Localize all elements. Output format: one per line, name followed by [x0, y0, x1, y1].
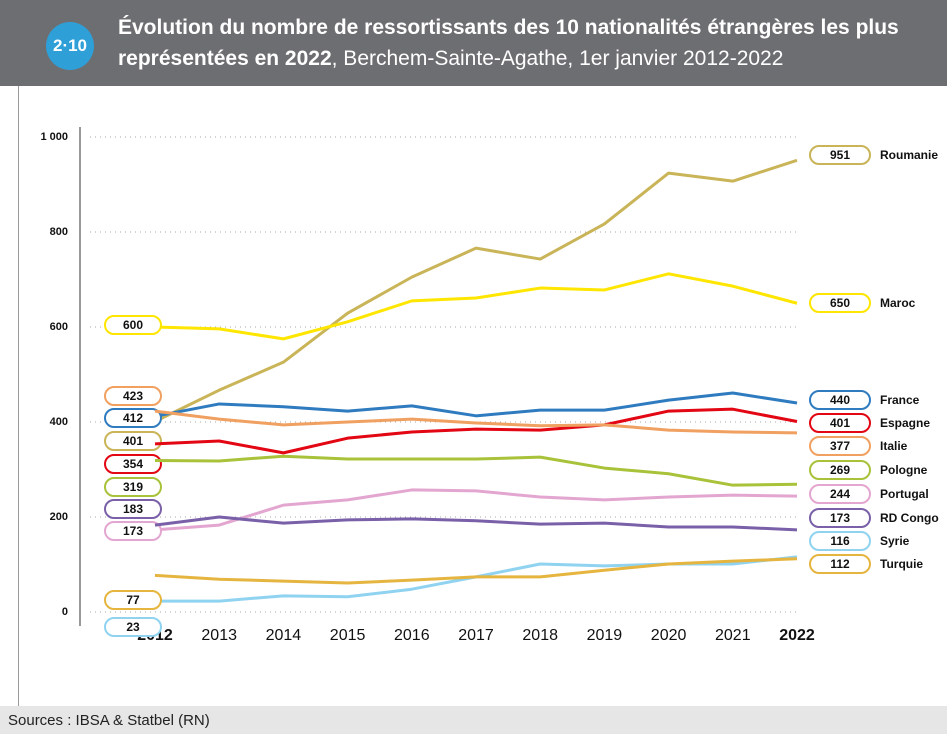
start-label-box	[104, 431, 162, 451]
start-label-box	[104, 499, 162, 519]
series-line	[154, 454, 798, 487]
end-label-box	[809, 436, 871, 456]
footer: Sources : IBSA & Statbel (RN)	[0, 706, 947, 734]
x-tick-label: 2021	[715, 627, 751, 644]
x-tick-label: 2018	[522, 627, 558, 644]
end-label: 951	[830, 148, 850, 162]
start-label-box	[104, 315, 162, 335]
start-label: 354	[123, 457, 143, 471]
title-bold: Évolution du nombre de ressortissants de…	[118, 16, 899, 70]
series-line	[154, 391, 798, 418]
start-label: 412	[123, 411, 143, 425]
series-line	[154, 557, 798, 585]
x-tick-label: 2019	[587, 627, 623, 644]
chart-title: Évolution du nombre de ressortissants de…	[118, 12, 933, 74]
legend-label: Turquie	[880, 557, 923, 571]
end-label: 269	[830, 463, 850, 477]
start-label: 173	[123, 524, 143, 538]
end-label: 244	[830, 487, 850, 501]
x-tick-label: 2022	[779, 627, 815, 644]
start-label-box	[104, 617, 162, 637]
end-label-box	[809, 460, 871, 480]
end-label: 650	[830, 296, 850, 310]
subtitle: , Berchem-Sainte-Agathe, 1er janvier 201…	[331, 47, 784, 70]
legend-label: Roumanie	[880, 148, 938, 162]
series-line	[154, 515, 798, 532]
legend-label: Italie	[880, 439, 908, 453]
x-tick-label: 2017	[458, 627, 494, 644]
end-label-box	[809, 390, 871, 410]
end-label: 440	[830, 393, 850, 407]
series-line	[154, 409, 798, 435]
end-label-box	[809, 531, 871, 551]
start-label-box	[104, 521, 162, 541]
end-label: 112	[830, 557, 850, 571]
start-label-box	[104, 408, 162, 428]
end-label-box	[809, 145, 871, 165]
y-tick-label: 200	[50, 511, 68, 523]
end-label-box	[809, 508, 871, 528]
start-label: 319	[123, 480, 143, 494]
y-tick-label: 1 000	[40, 131, 68, 143]
x-tick-label: 2020	[651, 627, 687, 644]
x-tick-label: 2014	[266, 627, 302, 644]
start-label: 401	[123, 434, 143, 448]
start-label: 23	[126, 620, 140, 634]
series-line	[154, 158, 798, 423]
legend-label: Maroc	[880, 296, 916, 310]
start-label-box	[104, 386, 162, 406]
legend-label: Portugal	[880, 487, 929, 501]
start-label: 77	[126, 593, 140, 607]
series-line	[154, 488, 798, 532]
legend-label: RD Congo	[880, 511, 939, 525]
end-label: 173	[830, 511, 850, 525]
legend-label: Syrie	[880, 534, 910, 548]
start-label: 183	[123, 502, 143, 516]
legend-label: Pologne	[880, 463, 928, 477]
end-label-box	[809, 484, 871, 504]
end-label: 377	[830, 439, 850, 453]
y-tick-label: 600	[50, 321, 68, 333]
start-label-box	[104, 454, 162, 474]
end-label: 116	[830, 534, 850, 548]
end-label-box	[809, 554, 871, 574]
badge: 2·10	[46, 22, 94, 70]
source: Sources : IBSA & Statbel (RN)	[8, 712, 210, 729]
x-tick-label: 2016	[394, 627, 430, 644]
start-label: 423	[123, 389, 143, 403]
y-tick-label: 0	[62, 606, 68, 618]
start-label: 600	[123, 318, 143, 332]
legend-label: France	[880, 393, 920, 407]
start-label-box	[104, 590, 162, 610]
legend-label: Espagne	[880, 416, 930, 430]
y-tick-label: 400	[50, 416, 68, 428]
series-line	[154, 272, 798, 341]
start-label-box	[104, 477, 162, 497]
end-label: 401	[830, 416, 850, 430]
header	[0, 0, 947, 86]
x-tick-label: 2013	[201, 627, 237, 644]
frame	[18, 86, 19, 706]
end-label-box	[809, 413, 871, 433]
x-tick-label: 2015	[330, 627, 366, 644]
end-label-box	[809, 293, 871, 313]
series-line	[154, 407, 798, 455]
y-tick-label: 800	[50, 226, 68, 238]
